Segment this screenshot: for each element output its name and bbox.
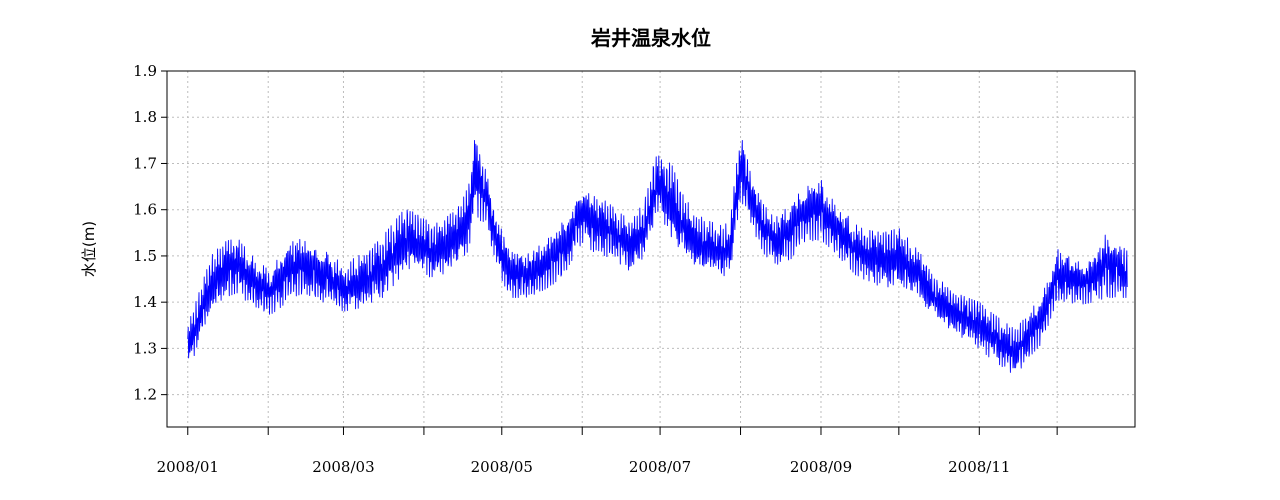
y-axis-label: 水位(m) [80, 221, 98, 277]
x-tick-label: 2008/07 [629, 458, 691, 476]
y-tick-label: 1.2 [133, 386, 157, 404]
y-tick-label: 1.8 [133, 108, 157, 126]
x-tick-label: 2008/03 [312, 458, 374, 476]
y-tick-label: 1.5 [133, 247, 157, 265]
x-tick-label: 2008/11 [948, 458, 1010, 476]
y-tick-label: 1.9 [133, 62, 157, 80]
axes: 1.2 1.3 1.4 1.5 1.6 1.7 1.8 1.9 2008/01 2008/03 20… [133, 62, 1058, 476]
y-tick-label: 1.4 [133, 293, 157, 311]
y-tick-label: 1.3 [133, 339, 157, 357]
y-tick-label: 1.7 [133, 154, 157, 172]
series-line [187, 139, 1128, 373]
y-tick-label: 1.6 [133, 201, 157, 219]
x-tick-label: 2008/01 [157, 458, 219, 476]
chart-title: 岩井温泉水位 [590, 26, 711, 50]
x-tick-label: 2008/09 [790, 458, 852, 476]
plot-frame [166, 70, 1136, 428]
plot-area [187, 139, 1128, 373]
x-tick-label: 2008/05 [471, 458, 533, 476]
gridlines [167, 70, 1135, 427]
